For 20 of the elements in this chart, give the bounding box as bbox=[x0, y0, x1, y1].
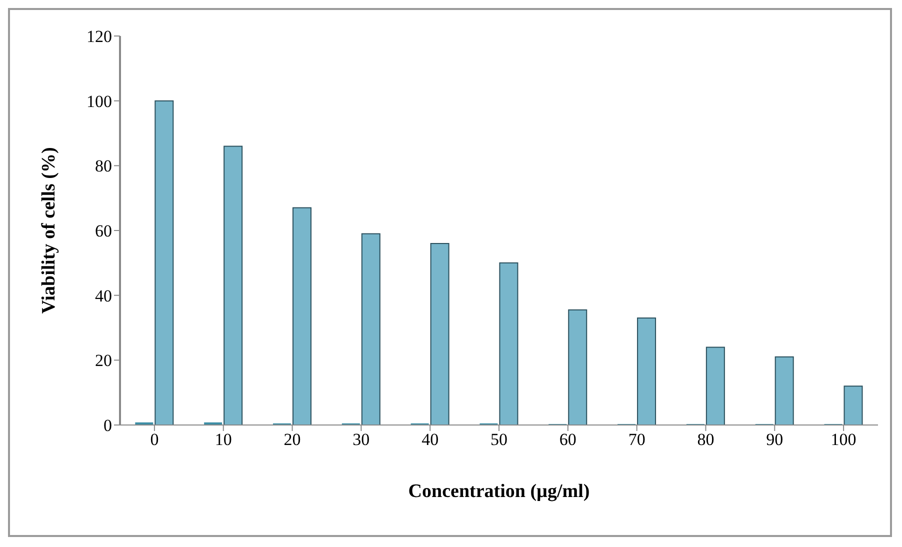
x-tick-label: 50 bbox=[490, 430, 508, 450]
x-tick-label: 0 bbox=[150, 430, 159, 450]
y-tick-label: 80 bbox=[95, 156, 112, 176]
x-axis-title: Concentration (µg/ml) bbox=[408, 481, 590, 502]
x-tick-label: 20 bbox=[284, 430, 301, 450]
y-tick-label: 0 bbox=[104, 416, 112, 436]
x-tick-label: 80 bbox=[697, 430, 714, 450]
x-tick-label: 10 bbox=[214, 430, 232, 450]
y-axis-title: Viability of cells (%) bbox=[38, 147, 60, 314]
x-tick-label: 30 bbox=[352, 430, 370, 450]
x-tick-label: 60 bbox=[559, 430, 576, 450]
y-tick-label: 120 bbox=[86, 27, 112, 46]
x-tick-label: 90 bbox=[766, 430, 784, 450]
x-tick-label: 100 bbox=[830, 430, 856, 450]
x-tick-label: 40 bbox=[422, 430, 439, 450]
y-tick-label: 20 bbox=[95, 351, 112, 370]
y-tick-label: 60 bbox=[95, 222, 112, 241]
x-tick-label: 70 bbox=[628, 430, 646, 450]
y-tick-label: 40 bbox=[95, 286, 112, 306]
y-tick-label: 100 bbox=[86, 92, 112, 111]
